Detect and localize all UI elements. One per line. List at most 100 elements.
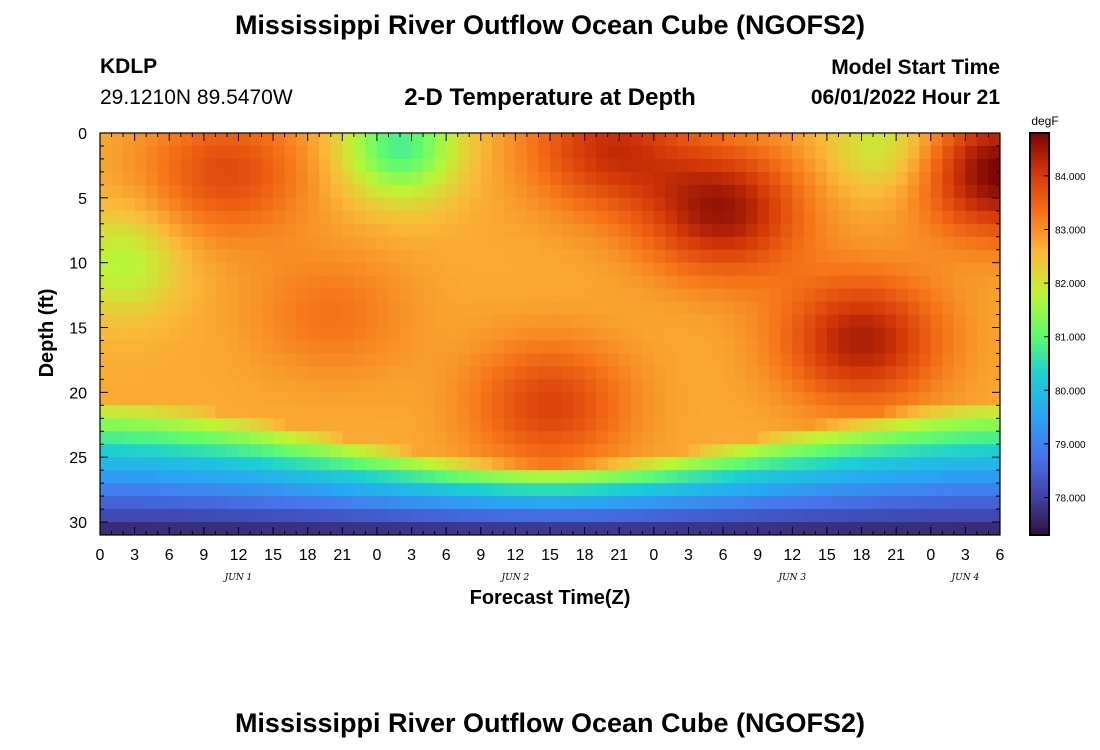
heatmap-cell <box>665 184 678 199</box>
heatmap-cell <box>319 366 332 380</box>
heatmap-cell <box>850 392 862 406</box>
heatmap-cell <box>123 236 136 251</box>
heatmap-cell <box>446 496 459 510</box>
colorbar-segment <box>1030 411 1049 415</box>
heatmap-cell <box>203 184 216 199</box>
heatmap-cell <box>642 431 655 445</box>
heatmap-cell <box>653 392 666 406</box>
heatmap-cell <box>700 288 712 302</box>
heatmap-cell <box>630 327 643 341</box>
heatmap-cell <box>330 184 343 199</box>
heatmap-cell <box>411 496 424 510</box>
heatmap-cell <box>838 301 851 315</box>
heatmap-cell <box>261 210 274 225</box>
heatmap-cell <box>711 392 724 406</box>
heatmap-cell <box>319 184 332 199</box>
heatmap-cell <box>111 288 124 302</box>
heatmap-cell <box>169 158 182 173</box>
heatmap-cell <box>365 353 378 367</box>
heatmap-cell <box>203 133 216 147</box>
heatmap-cell <box>100 133 112 147</box>
heatmap-cell <box>734 145 747 160</box>
heatmap-cell <box>723 418 736 432</box>
heatmap-cell <box>642 509 655 523</box>
heatmap-cell <box>203 327 216 341</box>
heatmap-cell <box>538 457 551 471</box>
colorbar-segment <box>1030 267 1049 271</box>
heatmap-cell <box>503 379 516 393</box>
heatmap-cell <box>123 522 136 536</box>
heatmap-cell <box>815 327 828 341</box>
colorbar-segment <box>1030 494 1049 499</box>
heatmap-cell <box>411 379 424 393</box>
heatmap-cell <box>896 327 909 341</box>
heatmap-cell <box>676 236 689 251</box>
heatmap-cell <box>203 145 216 160</box>
heatmap-cell <box>769 158 782 173</box>
heatmap-cell <box>757 158 770 173</box>
colorbar-segment <box>1030 447 1049 452</box>
heatmap-cell <box>400 314 412 328</box>
heatmap-cell <box>457 314 470 328</box>
heatmap-cell <box>284 353 297 367</box>
model-start-time: 06/01/2022 Hour 21 <box>810 86 1000 109</box>
heatmap-cell <box>596 327 609 341</box>
heatmap-cell <box>146 236 159 251</box>
heatmap-cell <box>515 210 528 225</box>
heatmap-cell <box>192 249 205 264</box>
plot-subtitle: 2-D Temperature at Depth <box>404 84 696 111</box>
heatmap-cell <box>134 327 147 341</box>
heatmap-cell <box>723 171 736 186</box>
heatmap-cell <box>676 275 689 290</box>
heatmap-cell <box>319 133 332 147</box>
heatmap-cell <box>665 210 678 225</box>
heatmap-cell <box>734 223 747 238</box>
heatmap-cell <box>492 483 505 497</box>
heatmap-cell <box>353 288 366 302</box>
heatmap-cell <box>861 133 874 147</box>
heatmap-cell <box>746 145 759 160</box>
heatmap-cell <box>769 145 782 160</box>
heatmap-cell <box>376 236 389 251</box>
heatmap-cell <box>538 133 551 147</box>
heatmap-cell <box>630 262 643 277</box>
heatmap-cell <box>330 236 343 251</box>
heatmap-cell <box>157 444 170 458</box>
heatmap-cell <box>630 133 643 147</box>
heatmap-cell <box>273 314 286 328</box>
heatmap-cell <box>630 353 643 367</box>
heatmap-cell <box>376 223 389 238</box>
heatmap-cell <box>123 158 136 173</box>
heatmap-cell <box>284 314 297 328</box>
heatmap-cell <box>550 457 562 471</box>
heatmap-cell <box>584 301 597 315</box>
heatmap-cell <box>896 457 909 471</box>
heatmap-cell <box>446 418 459 432</box>
heatmap-cell <box>215 249 228 264</box>
heatmap-cell <box>157 340 170 354</box>
heatmap-cell <box>411 483 424 497</box>
heatmap-cell <box>619 197 632 212</box>
heatmap-cell <box>792 197 805 212</box>
heatmap-cell <box>180 158 193 173</box>
heatmap-cell <box>861 457 874 471</box>
heatmap-cell <box>642 327 655 341</box>
heatmap-cell <box>353 236 366 251</box>
colorbar-segment <box>1030 153 1049 157</box>
heatmap-cell <box>607 509 620 523</box>
heatmap-cell <box>584 133 597 147</box>
date-label: JUN 3 <box>776 573 806 583</box>
heatmap-cell <box>919 223 932 238</box>
heatmap-cell <box>688 496 701 510</box>
heatmap-cell <box>400 249 412 264</box>
heatmap-cell <box>780 184 793 199</box>
heatmap-cell <box>526 405 539 419</box>
heatmap-cell <box>930 158 943 173</box>
heatmap-cell <box>873 405 886 419</box>
heatmap-cell <box>630 366 643 380</box>
heatmap-cell <box>134 340 147 354</box>
heatmap-cell <box>976 275 989 290</box>
heatmap-cell <box>953 275 966 290</box>
heatmap-cell <box>746 405 759 419</box>
heatmap-cell <box>711 470 724 484</box>
